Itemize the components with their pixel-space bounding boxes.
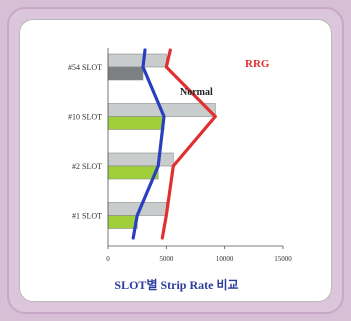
line-normal: [131, 48, 166, 240]
line-rrg: [160, 48, 217, 240]
y-tick-label-0: #1 SLOT: [72, 212, 102, 221]
x-tick-label-3: 15000: [274, 255, 292, 263]
chart-panel: #1 SLOT #2 SLOT #10 SLOT #54 SLOT 0 5000 1000…: [19, 19, 332, 302]
bar-a-3: [107, 53, 167, 68]
line-labels: RRG Normal: [180, 58, 270, 98]
label-normal: Normal: [180, 87, 213, 98]
x-tick-label-2: 10000: [216, 255, 234, 263]
lines: [131, 48, 217, 240]
y-tick-label-1: #2 SLOT: [72, 162, 102, 171]
y-axis: #1 SLOT #2 SLOT #10 SLOT #54 SLOT: [68, 48, 109, 246]
label-rrg: RRG: [245, 58, 270, 70]
x-axis: 0 5000 10000 15000: [106, 245, 292, 263]
bar-b-3: [107, 66, 144, 81]
y-tick-label-2: #10 SLOT: [68, 113, 102, 122]
y-tick-label-3: #54 SLOT: [68, 63, 102, 72]
x-tick-label-1: 5000: [159, 255, 174, 263]
chart-title: SLOT별 Strip Rate 비교: [114, 278, 239, 292]
strip-rate-chart: #1 SLOT #2 SLOT #10 SLOT #54 SLOT 0 5000 1000…: [68, 48, 292, 263]
outer-frame: #1 SLOT #2 SLOT #10 SLOT #54 SLOT 0 5000 1000…: [7, 7, 344, 314]
bar-a-1: [107, 152, 174, 167]
x-tick-label-0: 0: [106, 255, 110, 263]
bar-b-1: [107, 165, 159, 180]
bar-b-0: [107, 215, 138, 229]
bar-b-2: [107, 116, 165, 130]
